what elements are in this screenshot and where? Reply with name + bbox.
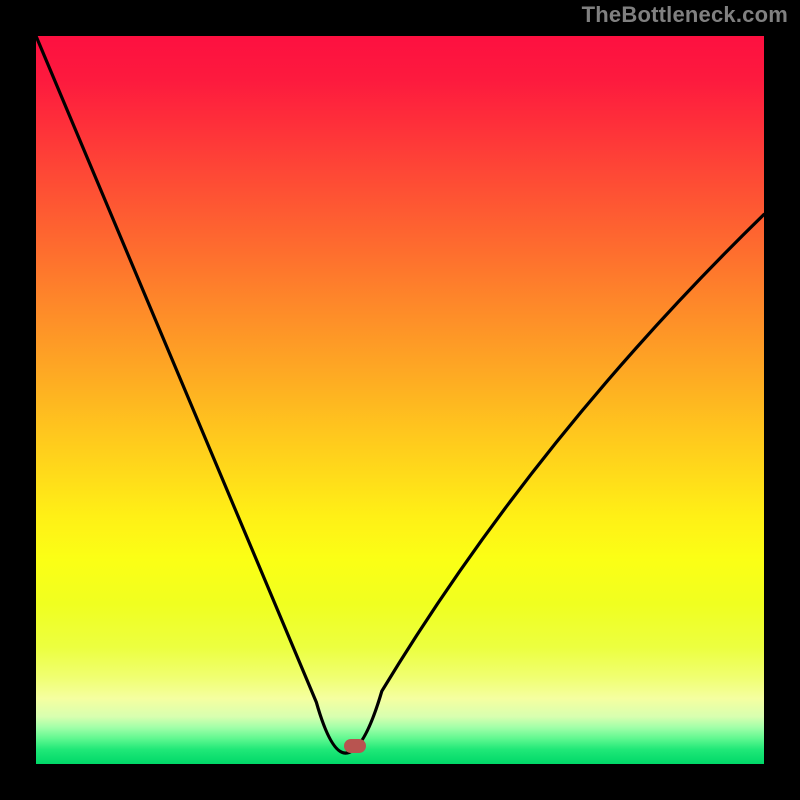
watermark-text: TheBottleneck.com bbox=[582, 2, 788, 28]
bottleneck-curve bbox=[36, 36, 764, 753]
bottleneck-curve-svg bbox=[0, 0, 800, 800]
optimal-point-marker bbox=[344, 739, 366, 753]
